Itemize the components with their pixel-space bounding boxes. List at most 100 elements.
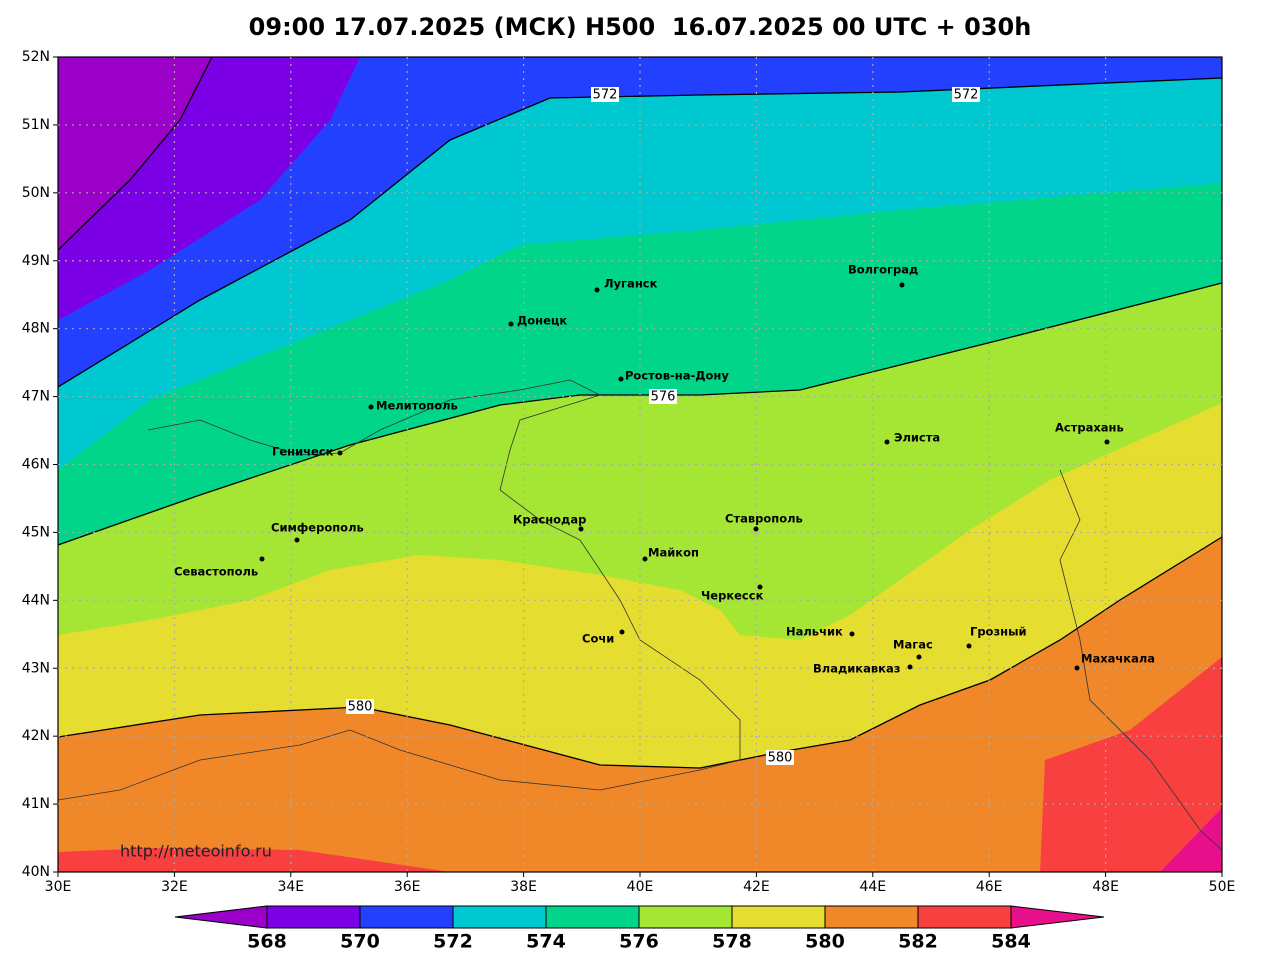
city-dot — [368, 404, 374, 410]
lon-tick-label: 46E — [976, 879, 1003, 895]
city-label: Магас — [893, 638, 933, 652]
contour — [58, 57, 213, 251]
lat-tick-label: 52N — [22, 49, 50, 65]
city-label: Грозный — [970, 625, 1027, 639]
colorbar-box — [917, 905, 1012, 929]
city-dot — [578, 526, 584, 532]
colorbar-label: 568 — [247, 931, 287, 953]
city-label: Элиста — [894, 431, 940, 445]
city-dot — [1104, 439, 1110, 445]
lat-tick-label: 45N — [22, 524, 50, 540]
lon-tick-label: 36E — [394, 879, 421, 895]
city-dot — [294, 537, 300, 543]
watermark: http://meteoinfo.ru — [120, 842, 272, 861]
city-label: Донецк — [517, 314, 567, 328]
colorbar-box — [545, 905, 640, 929]
lat-tick-label: 42N — [22, 728, 50, 744]
city-dot — [619, 629, 625, 635]
city-dot — [916, 654, 922, 660]
colorbar-label: 578 — [712, 931, 752, 953]
city-label: Астрахань — [1055, 421, 1124, 435]
colorbar-box — [452, 905, 547, 929]
colorbar-box — [638, 905, 733, 929]
city-label: Черкесск — [701, 589, 764, 603]
lat-tick-label: 41N — [22, 796, 50, 812]
city-dot — [753, 526, 759, 532]
contour-label: 572 — [593, 88, 618, 103]
band — [58, 537, 1222, 872]
lon-tick-label: 40E — [627, 879, 654, 895]
colorbar-box — [731, 905, 826, 929]
lon-tick-label: 50E — [1209, 879, 1236, 895]
lat-tick-label: 44N — [22, 592, 50, 608]
contour-label: 572 — [954, 88, 979, 103]
contour-label-bg — [591, 87, 619, 102]
city-dot — [259, 556, 265, 562]
city-dot — [907, 664, 913, 670]
lat-tick-label: 51N — [22, 117, 50, 133]
colorbar-label: 580 — [805, 931, 845, 953]
lat-tick-label: 47N — [22, 389, 50, 405]
city-dot — [757, 584, 763, 590]
colorbar-extend — [174, 905, 268, 929]
lon-tick-label: 48E — [1092, 879, 1119, 895]
colorbar-extend — [1010, 905, 1105, 929]
coastline — [1059, 469, 1222, 851]
city-dot — [1074, 665, 1080, 671]
contour-label-bg — [952, 87, 980, 102]
colorbar-label: 570 — [340, 931, 380, 953]
city-dot — [642, 556, 648, 562]
lon-tick-label: 44E — [859, 879, 886, 895]
city-dot — [508, 321, 514, 327]
lat-tick-label: 43N — [22, 660, 50, 676]
city-dot — [618, 376, 624, 382]
lon-tick-label: 34E — [277, 879, 304, 895]
contour-label-bg — [766, 750, 794, 765]
colorbar-label: 574 — [526, 931, 566, 953]
city-label: Симферополь — [271, 521, 364, 535]
city-label: Волгоград — [848, 263, 918, 277]
lat-tick-label: 46N — [22, 457, 50, 473]
city-label: Луганск — [604, 277, 658, 291]
city-label: Мелитополь — [376, 399, 458, 413]
city-dot — [849, 631, 855, 637]
city-label: Нальчик — [786, 625, 843, 639]
lon-tick-label: 42E — [743, 879, 770, 895]
city-label: Махачкала — [1081, 652, 1155, 666]
map-field — [58, 57, 1222, 872]
colorbar-label: 576 — [619, 931, 659, 953]
contour-label-bg — [649, 389, 677, 404]
lon-tick-label: 30E — [45, 879, 72, 895]
city-label: Владикавказ — [813, 662, 900, 676]
city-dot — [337, 450, 343, 456]
city-dot — [899, 282, 905, 288]
colorbar-label: 584 — [991, 931, 1031, 953]
city-label: Ростов-на-Дону — [625, 369, 729, 383]
lat-tick-label: 48N — [22, 321, 50, 337]
city-label: Краснодар — [513, 513, 586, 527]
city-label: Майкоп — [648, 546, 699, 560]
city-label: Севастополь — [174, 565, 258, 579]
band — [1160, 808, 1222, 872]
band — [58, 848, 450, 872]
contour-label: 580 — [348, 700, 373, 715]
lat-tick-label: 40N — [22, 864, 50, 880]
lat-tick-label: 50N — [22, 185, 50, 201]
coastline — [58, 729, 741, 801]
lat-tick-label: 49N — [22, 253, 50, 269]
colorbar-label: 572 — [433, 931, 473, 953]
city-dot — [966, 643, 972, 649]
lon-tick-label: 32E — [161, 879, 188, 895]
coastline — [147, 379, 741, 760]
contour — [58, 77, 1222, 388]
contour-label: 580 — [768, 751, 793, 766]
colorbar-label: 582 — [898, 931, 938, 953]
city-label: Ставрополь — [725, 512, 803, 526]
city-label: Сочи — [582, 632, 614, 646]
contour-label-bg — [346, 699, 374, 714]
city-dot — [594, 287, 600, 293]
colorbar-box — [824, 905, 919, 929]
lon-tick-label: 38E — [510, 879, 537, 895]
title: 09:00 17.07.2025 (МСК) H500 16.07.2025 0… — [249, 13, 1032, 41]
